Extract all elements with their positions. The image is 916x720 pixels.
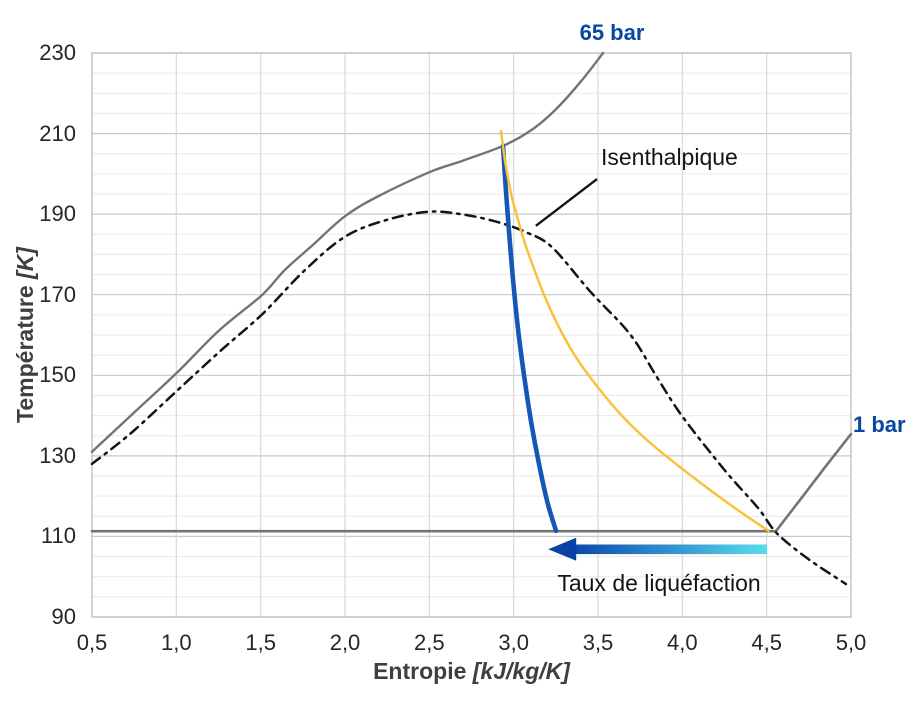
x-axis-title: Entropie [kJ/kg/K] (92, 658, 851, 685)
curve-label-65bar: 65 bar (579, 20, 645, 45)
annotation-taux-liquefaction: Taux de liquéfaction (557, 570, 761, 596)
x-tick-label: 1,5 (245, 630, 276, 655)
curve-detente-liquefaction (500, 143, 559, 534)
curve-isenthalpique (499, 129, 770, 533)
y-axis-unit: [K] (12, 247, 38, 286)
y-tick-label: 110 (40, 523, 76, 549)
x-tick-label: 4,5 (751, 630, 782, 655)
y-tick-label: 190 (39, 201, 76, 227)
liquefaction-arrow-body (572, 544, 767, 555)
liquefaction-arrow-head (548, 537, 577, 561)
x-tick-label: 4,0 (667, 630, 698, 655)
isenthalpique-leader-line (535, 178, 598, 227)
annotation-isenthalpique: Isenthalpique (601, 144, 738, 170)
x-tick-label: 0,5 (76, 630, 108, 655)
x-axis-unit: [kJ/kg/K] (466, 658, 570, 684)
y-tick-label: 130 (39, 442, 76, 468)
x-tick-label: 3,5 (582, 630, 614, 655)
curve-isobare-1-bar (90, 432, 853, 533)
y-tick-label: 230 (39, 40, 76, 65)
curve-label-1bar: 1 bar (853, 412, 906, 437)
curve-isobare-65-bar (90, 51, 605, 453)
x-tick-label: 3,0 (498, 630, 529, 655)
y-tick-label: 210 (39, 120, 76, 146)
x-axis-title-text: Entropie (373, 658, 467, 684)
y-tick-label: 90 (51, 604, 76, 629)
plot-frame (91, 52, 852, 618)
y-tick-label: 150 (39, 362, 76, 388)
y-tick-label: 170 (39, 281, 76, 307)
x-tick-label: 5,0 (835, 630, 867, 655)
x-tick-label: 1,0 (161, 630, 192, 655)
x-tick-label: 2,5 (414, 630, 445, 655)
y-axis-title: Température [K] (12, 247, 39, 423)
x-tick-label: 2,0 (329, 630, 361, 655)
curve-courbe-de-saturation (90, 210, 848, 586)
